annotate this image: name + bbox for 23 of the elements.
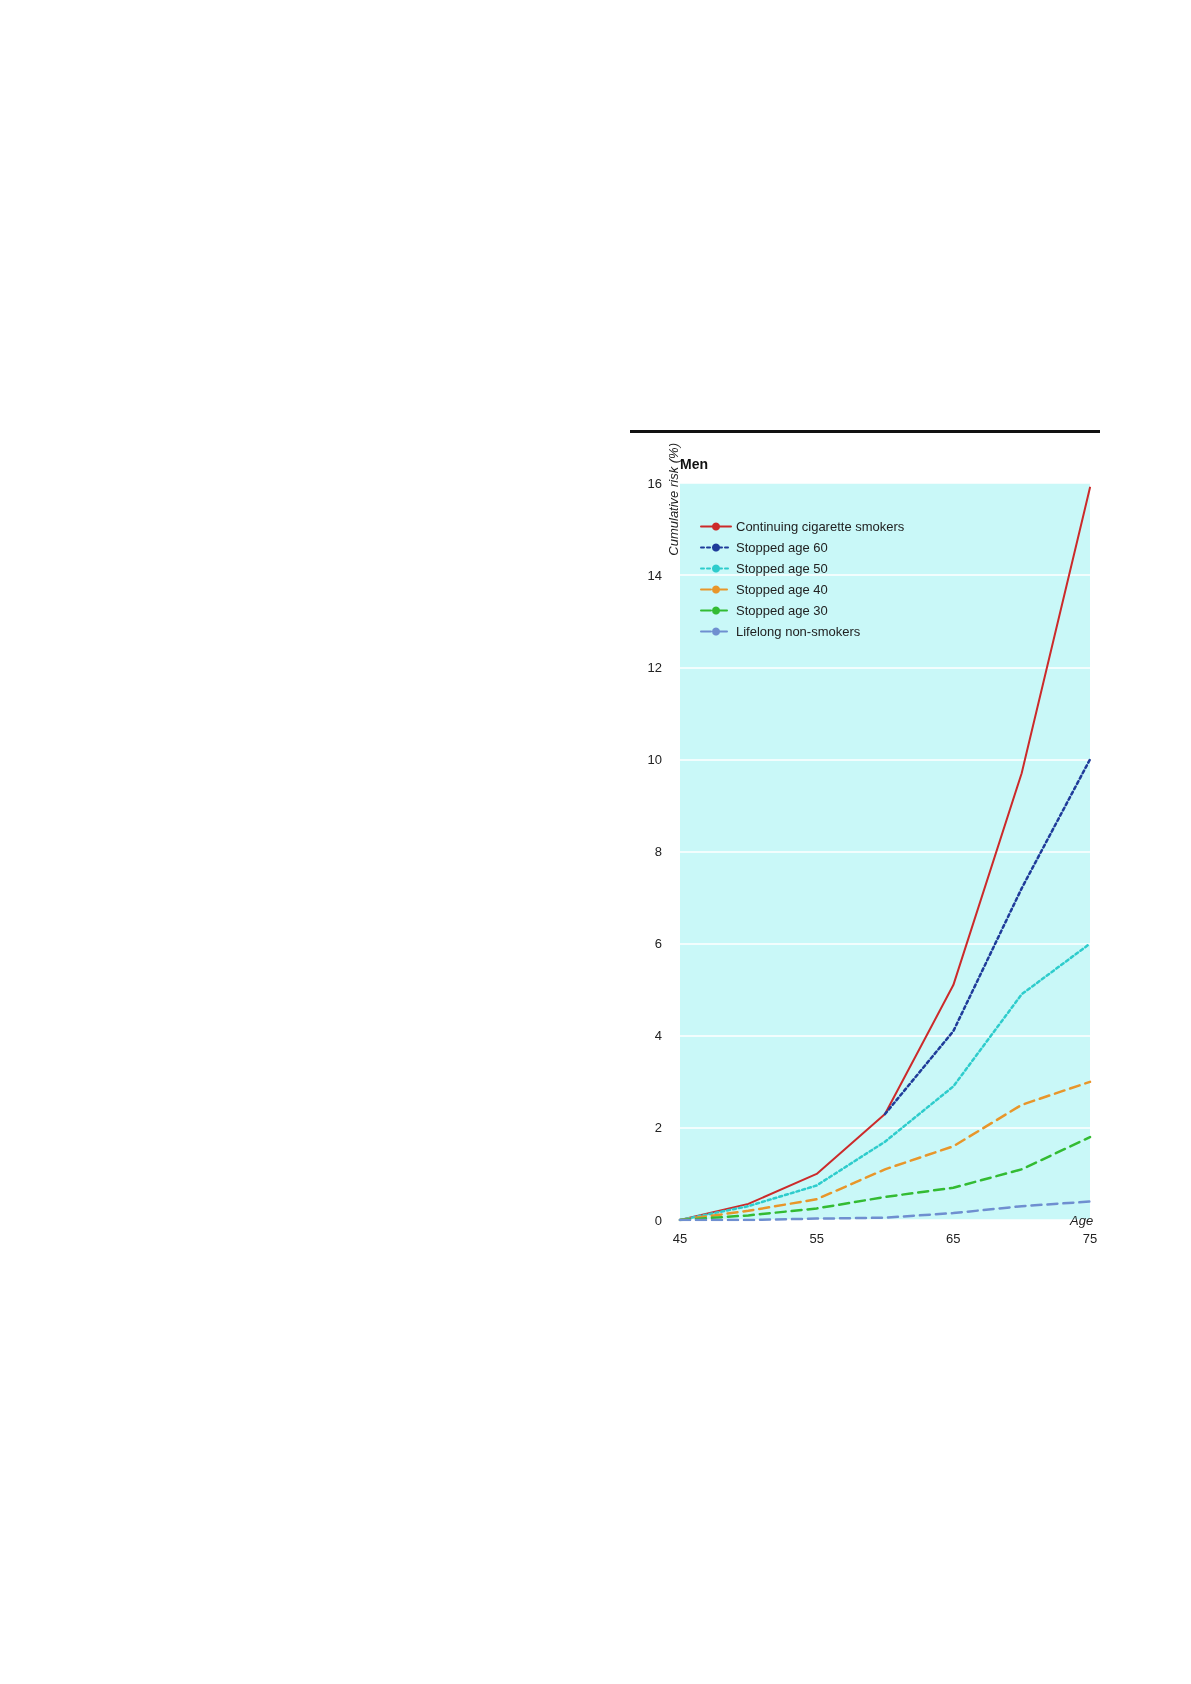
x-tick-label: 75 [1082, 1231, 1098, 1246]
line-series [883, 758, 1092, 1116]
y-tick-label: 14 [647, 567, 662, 583]
legend-label: Stopped age 60 [736, 540, 828, 555]
y-tick-label: 8 [654, 844, 662, 859]
legend-label: Stopped age 40 [736, 582, 828, 597]
y-tick-label: 10 [647, 751, 662, 767]
y-tick-label: 0 [654, 1212, 662, 1228]
chart-title: Men [680, 456, 708, 472]
y-tick-label: 2 [654, 1120, 662, 1136]
y-axis-title: Cumulative risk (%) [666, 443, 681, 556]
x-tick-label: 55 [809, 1231, 824, 1246]
x-tick-label: 65 [946, 1231, 961, 1246]
y-tick-label: 4 [654, 1028, 662, 1044]
x-tick-label: 45 [672, 1231, 688, 1246]
y-tick-label: 16 [647, 475, 662, 491]
y-tick-label: 6 [654, 936, 662, 952]
x-axis-title: Age [1069, 1212, 1094, 1228]
legend-label: Stopped age 30 [736, 603, 828, 618]
legend-label: Stopped age 50 [736, 561, 828, 576]
y-tick-label: 12 [647, 659, 662, 675]
legend-label: Continuing cigarette smokers [736, 519, 905, 534]
legend-label: Lifelong non-smokers [736, 624, 861, 639]
